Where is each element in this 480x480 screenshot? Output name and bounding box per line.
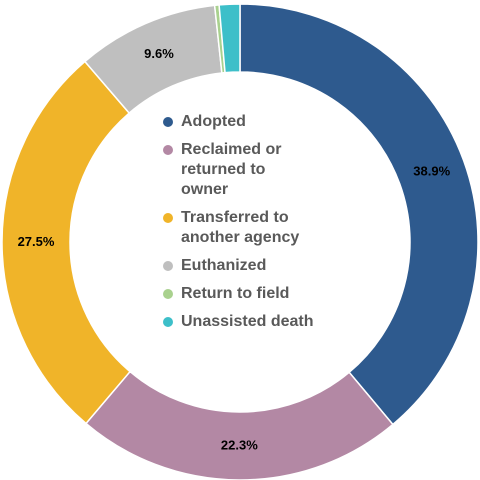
slice-reclaimed	[84, 370, 394, 480]
legend-marker	[163, 213, 173, 223]
legend-marker	[163, 261, 173, 271]
legend-marker	[163, 145, 173, 155]
legend-marker	[163, 117, 173, 127]
chart-legend: Adopted Reclaimed or returned to owner Trans…	[163, 112, 353, 340]
legend-label: Return to field	[181, 285, 290, 302]
legend-item-transferred: Transferred to another agency	[163, 208, 353, 248]
legend-label: Adopted	[181, 113, 246, 130]
legend-label: Reclaimed or returned to owner	[181, 141, 282, 198]
slice-label-adopted: 38.9%	[413, 164, 450, 179]
legend-item-return-to-field: Return to field	[163, 284, 353, 304]
legend-label: Transferred to another agency	[181, 209, 300, 246]
slice-label-euthanized: 9.6%	[144, 46, 174, 61]
legend-label: Unassisted death	[181, 313, 314, 330]
donut-slices	[1, 3, 479, 480]
legend-item-unassisted-death: Unassisted death	[163, 312, 353, 332]
slice-label-transferred: 27.5%	[18, 234, 55, 249]
legend-item-euthanized: Euthanized	[163, 256, 353, 276]
legend-label: Euthanized	[181, 257, 267, 274]
legend-item-adopted: Adopted	[163, 112, 353, 132]
slice-unassisted-death	[218, 3, 241, 74]
legend-marker	[163, 289, 173, 299]
legend-item-reclaimed: Reclaimed or returned to owner	[163, 140, 353, 200]
legend-marker	[163, 317, 173, 327]
slice-label-reclaimed: 22.3%	[221, 437, 258, 452]
slice-adopted	[239, 3, 479, 426]
slice-labels: 38.9% 22.3% 27.5% 9.6%	[18, 46, 451, 452]
